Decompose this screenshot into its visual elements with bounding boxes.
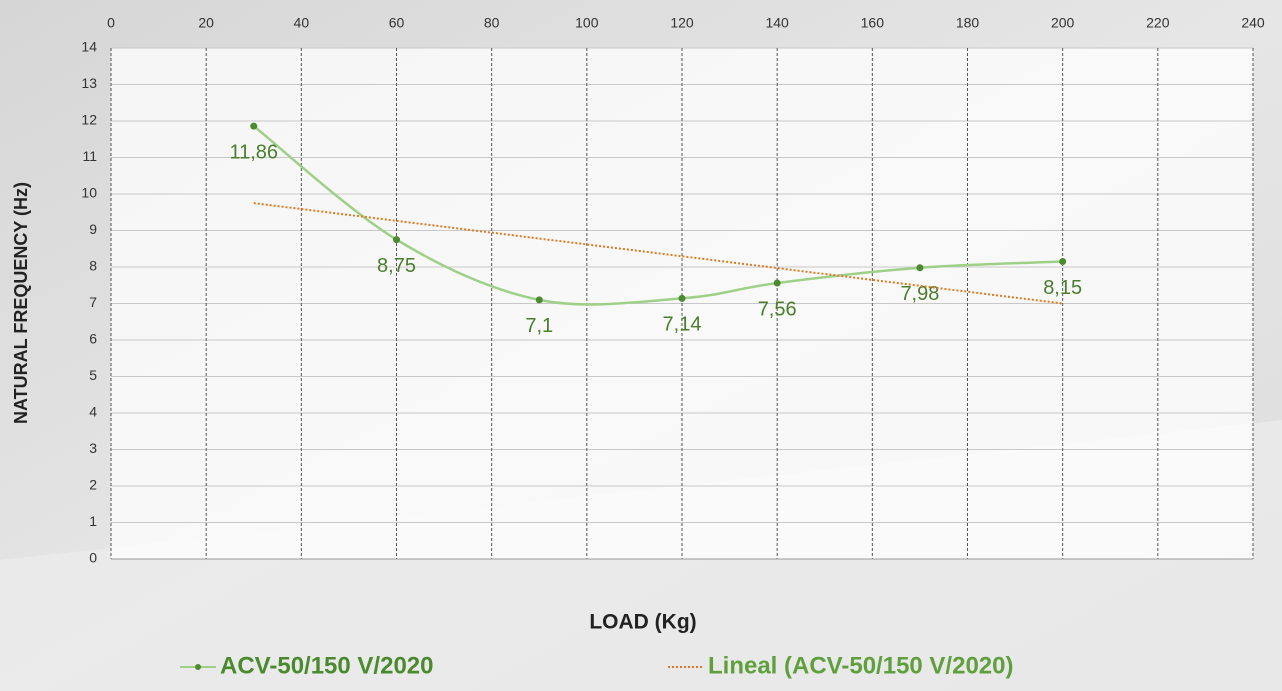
x-tick-label: 240 [1241,15,1265,31]
x-tick-label: 120 [670,15,694,31]
legend-label: ACV-50/150 V/2020 [220,652,433,679]
y-tick-label: 2 [89,477,97,493]
point [773,279,781,287]
y-tick-label: 6 [89,331,97,347]
x-tick-label: 20 [198,15,214,31]
x-tick-label: 80 [484,15,500,31]
y-tick-label: 4 [89,404,97,420]
y-axis-label: NATURAL FREQUENCY (Hz) [11,182,31,424]
point [1059,258,1067,266]
x-tick-label: 160 [861,15,885,31]
y-tick-label: 11 [82,148,97,164]
y-tick-label: 10 [81,185,97,201]
y-tick-label: 5 [89,367,97,383]
data-label: 7,14 [663,314,702,336]
data-label: 8,15 [1043,277,1082,299]
data-label: 11,86 [229,141,278,163]
x-tick-label: 100 [575,15,599,31]
point [535,296,543,304]
x-tick-label: 180 [956,15,980,31]
x-tick-label: 60 [389,15,405,31]
y-tick-label: 8 [89,258,97,274]
y-tick-label: 14 [81,39,97,55]
point [916,264,924,272]
y-tick-label: 12 [81,112,97,128]
legend-marker [195,664,201,670]
x-tick-label: 40 [294,15,310,31]
x-tick-label: 200 [1051,15,1075,31]
y-tick-label: 9 [89,221,97,237]
x-tick-label: 220 [1146,15,1170,31]
point [393,236,400,244]
data-label: 7,56 [758,298,797,320]
x-tick-label: 0 [107,15,115,31]
y-tick-label: 7 [89,294,97,310]
point [250,122,258,130]
y-tick-label: 3 [89,440,97,456]
legend-label: Lineal (ACV-50/150 V/2020) [708,652,1013,679]
data-label: 8,75 [377,255,416,277]
y-tick-label: 1 [89,513,97,529]
x-axis-label: LOAD (Kg) [589,611,696,634]
y-tick-label: 13 [81,75,97,91]
data-label: 7,1 [525,315,553,337]
point [678,294,686,302]
y-tick-label: 0 [89,550,97,566]
x-tick-label: 140 [765,15,789,31]
data-label: 7,98 [900,283,939,305]
